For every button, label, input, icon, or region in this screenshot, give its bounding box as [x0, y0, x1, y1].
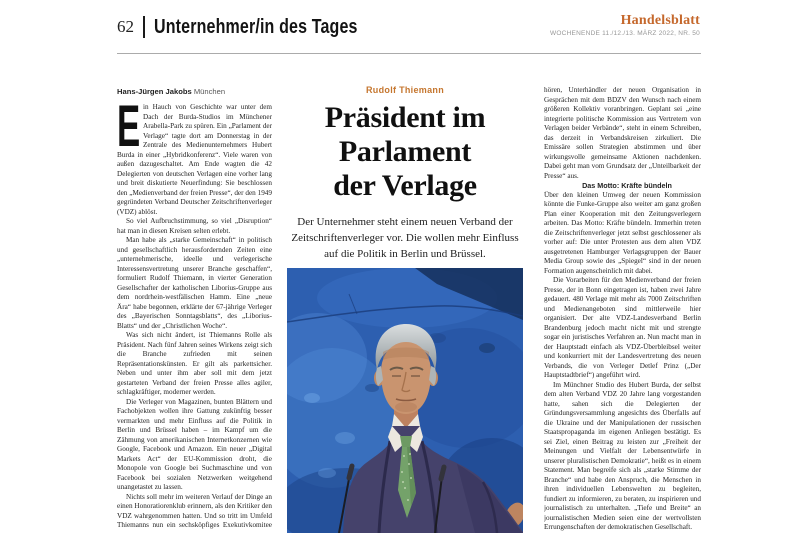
- headline-line: der Verlage: [333, 169, 477, 202]
- section-title: Unternehmer/in des Tages: [154, 16, 358, 38]
- dateline: WOCHENENDE 11./12./13. MÄRZ 2022, NR. 50: [549, 30, 700, 37]
- article-photo: [287, 268, 523, 533]
- microphone-left: [338, 463, 355, 533]
- byline-location: München: [193, 87, 226, 96]
- article-right-column: hören, Unterhändler der neuen Organisati…: [544, 86, 701, 533]
- subhead: Das Motto: Kräfte bündeln: [582, 181, 672, 190]
- article-center-column: Rudolf Thiemann Präsident im Parlament d…: [286, 84, 524, 262]
- paragraph: So viel Aufbruchstimmung, so viel „Disru…: [117, 217, 272, 235]
- paragraph: Die Verleger von Magazinen, bunten Blätt…: [117, 397, 272, 492]
- speaker-figure: [343, 324, 523, 533]
- paragraph: hören, Unterhändler der neuen Organisati…: [544, 86, 701, 180]
- masthead-logo: Handelsblatt: [620, 13, 700, 28]
- paragraph: Über den kleinen Umweg der neuen Kommiss…: [544, 190, 701, 275]
- lead-paragraph-text: in Hauch von Geschichte war unter dem Da…: [117, 103, 272, 216]
- microphone-right: [434, 464, 447, 533]
- page-header-right: Handelsblatt WOCHENENDE 11./12./13. MÄRZ…: [550, 13, 700, 38]
- paragraph: Im Münchner Studio des Hubert Burda, der…: [544, 380, 701, 532]
- page-header-left: 62 Unternehmer/in des Tages: [117, 16, 409, 38]
- paragraph: Was sich nicht ändert, ist Thiemanns Rol…: [117, 331, 272, 396]
- header-divider: [143, 16, 145, 38]
- page-number: 62: [117, 17, 134, 36]
- headline: Präsident im Parlament der Verlage: [286, 101, 524, 203]
- paragraph: Die Vorarbeiten für den Medienverband de…: [544, 276, 701, 379]
- byline-author: Hans-Jürgen Jakobs: [117, 87, 192, 96]
- standfirst: Der Unternehmer steht einem neuen Verban…: [291, 216, 519, 260]
- header-rule: [117, 53, 701, 54]
- paragraph: Man habe als „starke Gemeinschaft“ in po…: [117, 236, 272, 330]
- drop-cap: E: [117, 94, 141, 159]
- kicker: Rudolf Thiemann: [366, 85, 444, 95]
- headline-line: Parlament: [338, 135, 472, 168]
- paragraph: Nichts soll mehr im weiteren Verlauf der…: [117, 492, 272, 533]
- headline-line: Präsident im: [324, 101, 486, 134]
- byline: Hans-Jürgen Jakobs München: [117, 86, 272, 97]
